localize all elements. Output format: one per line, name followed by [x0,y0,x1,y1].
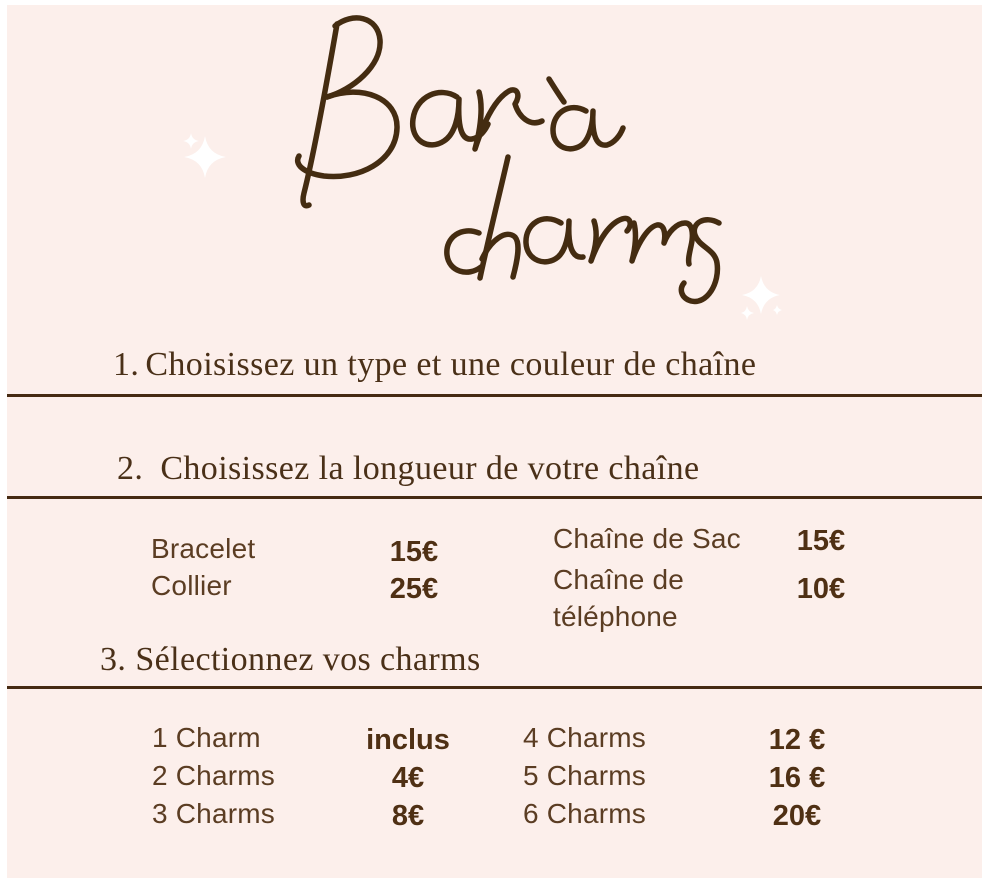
label-3-charms: 3 Charms [152,798,275,829]
label-2-charms: 2 Charms [152,760,275,791]
label-5-charms: 5 Charms [523,760,646,791]
label-bracelet: Bracelet [151,533,256,564]
price-bracelet: 15€ [389,536,439,568]
price-5-charms: 16 € [768,762,826,794]
price-chaine-de-telephone: 10€ [796,573,846,605]
section-3-number: 3. [100,641,127,678]
section-3-title: Sélectionnez vos charms [135,641,481,678]
section-1-heading: 1. Choisissez un type et une couleur de … [113,346,756,384]
price-1-charm: inclus [366,724,450,756]
label-6-charms: 6 Charms [523,798,646,829]
divider [7,394,982,397]
label-collier: Collier [151,570,232,601]
price-4-charms: 12 € [768,724,826,756]
section-1-number: 1. [113,346,140,383]
price-collier: 25€ [389,573,439,605]
divider [7,496,982,499]
price-3-charms: 8€ [391,800,425,832]
price-6-charms: 20€ [772,800,822,832]
divider [7,686,982,689]
section-1-title: Choisissez un type et une couleur de cha… [145,346,757,383]
price-chaine-de-sac: 15€ [796,525,846,557]
section-2-title: Choisissez la longueur de votre chaîne [160,450,700,487]
section-3-heading: 3. Sélectionnez vos charms [100,641,481,679]
label-chaine-de-telephone: Chaîne de téléphone [553,564,685,632]
label-4-charms: 4 Charms [523,722,646,753]
section-2-number: 2. [117,450,144,487]
section-2-heading: 2. Choisissez la longueur de votre chaîn… [117,450,700,488]
label-1-charm: 1 Charm [152,722,261,753]
price-2-charms: 4€ [391,762,425,794]
label-chaine-de-sac: Chaîne de Sac [553,523,741,554]
